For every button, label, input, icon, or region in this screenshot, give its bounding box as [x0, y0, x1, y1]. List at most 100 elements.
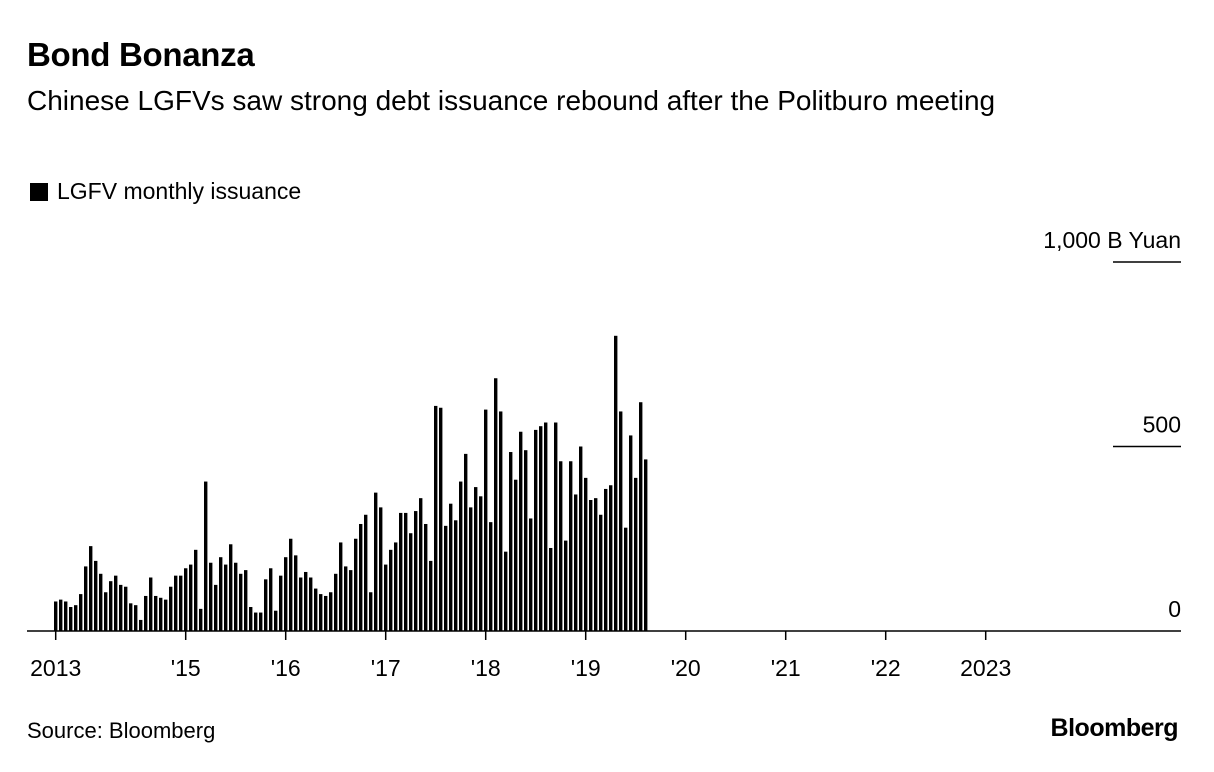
bar — [369, 592, 373, 631]
bar — [424, 523, 428, 631]
bar — [99, 573, 103, 631]
bar — [134, 605, 138, 631]
bar — [609, 485, 613, 631]
bloomberg-logo: Bloomberg — [1050, 714, 1179, 742]
bar — [459, 481, 463, 631]
bar — [434, 405, 438, 631]
bar — [394, 542, 398, 631]
bar — [619, 411, 623, 631]
bar — [409, 533, 413, 631]
bar — [499, 411, 503, 631]
legend-swatch — [30, 182, 48, 201]
bar — [379, 507, 383, 631]
bar — [264, 579, 268, 631]
bar — [319, 594, 323, 631]
bar — [399, 512, 403, 631]
x-tick-label: '16 — [271, 655, 301, 681]
bar — [84, 566, 88, 631]
bar — [344, 566, 348, 631]
bar — [144, 595, 148, 631]
bar — [594, 498, 598, 631]
bar — [364, 514, 368, 631]
bar — [74, 605, 78, 631]
bar — [629, 435, 633, 631]
x-tick-label: '19 — [571, 655, 601, 681]
bar — [179, 575, 183, 631]
bar — [329, 592, 333, 631]
bar — [614, 335, 618, 631]
bar — [129, 603, 133, 631]
bar — [204, 481, 208, 631]
bar — [539, 426, 543, 631]
bar — [309, 577, 313, 631]
bar — [529, 518, 533, 631]
bar — [234, 562, 238, 631]
bar — [219, 557, 223, 631]
bar — [559, 461, 563, 631]
bar — [469, 507, 473, 631]
bar — [474, 487, 478, 631]
bar — [214, 584, 218, 632]
bar — [314, 588, 318, 631]
bar — [259, 612, 263, 631]
bar — [54, 601, 58, 631]
bar — [324, 595, 328, 631]
bar — [229, 544, 233, 631]
bar — [564, 540, 568, 631]
bar — [279, 575, 283, 631]
bar — [549, 547, 553, 631]
bar — [544, 422, 548, 631]
bar — [164, 599, 168, 631]
bar — [169, 586, 173, 631]
legend-label: LGFV monthly issuance — [57, 178, 302, 204]
bar — [514, 479, 518, 631]
y-tick-label-0: 0 — [1168, 596, 1181, 622]
bar — [494, 378, 498, 631]
bar — [349, 570, 353, 631]
x-tick-label: '20 — [671, 655, 701, 681]
bar — [124, 586, 128, 631]
bar — [239, 573, 243, 631]
bar — [289, 538, 293, 631]
bar — [419, 498, 423, 631]
bar — [484, 409, 488, 631]
bar — [59, 599, 63, 631]
bar — [599, 514, 603, 631]
bar — [254, 612, 258, 631]
bar — [89, 546, 93, 631]
bar — [334, 573, 338, 631]
bar — [584, 477, 588, 631]
x-tick-label: '18 — [471, 655, 501, 681]
bar — [464, 453, 468, 631]
bar — [274, 610, 278, 631]
x-tick-label: '17 — [371, 655, 401, 681]
bar — [159, 597, 163, 631]
bar — [489, 522, 493, 631]
bar — [639, 402, 643, 631]
bar — [224, 564, 228, 631]
bar — [299, 577, 303, 631]
x-tick-label: '21 — [771, 655, 801, 681]
bar — [454, 520, 458, 631]
bar — [374, 492, 378, 632]
bar — [359, 523, 363, 631]
bar — [519, 431, 523, 631]
bar — [114, 575, 118, 631]
bar — [579, 446, 583, 631]
bar — [384, 564, 388, 631]
bar — [79, 594, 83, 631]
bar — [339, 542, 343, 631]
bar — [154, 595, 158, 631]
bar — [294, 555, 298, 631]
bar — [634, 477, 638, 631]
bar — [479, 496, 483, 631]
bar — [354, 538, 358, 631]
bar — [429, 560, 433, 631]
y-tick-label-1000: 1,000 B Yuan — [1043, 227, 1181, 253]
bar — [249, 607, 253, 631]
bar — [269, 568, 273, 631]
x-tick-label: 2023 — [960, 655, 1011, 681]
bar — [444, 525, 448, 631]
bar — [119, 584, 123, 632]
